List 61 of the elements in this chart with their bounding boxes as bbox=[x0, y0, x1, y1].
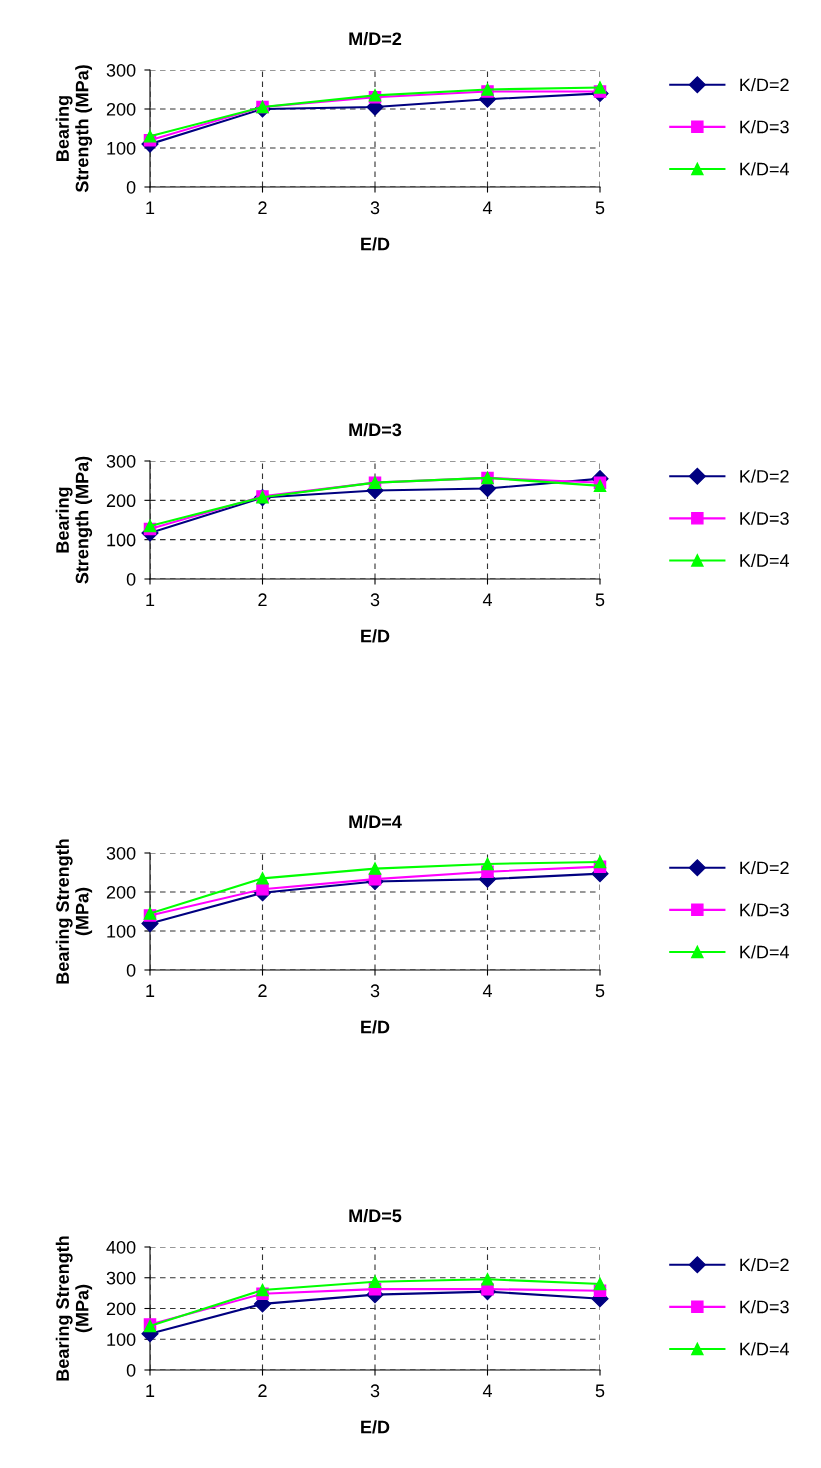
x-tick-label: 4 bbox=[482, 593, 492, 606]
x-axis-title: E/D bbox=[361, 1420, 390, 1434]
x-tick-label: 2 bbox=[258, 1384, 267, 1397]
x-tick-label: 3 bbox=[370, 984, 380, 998]
chart-title: M/D=3 bbox=[349, 422, 402, 437]
y-tick-label: 0 bbox=[126, 963, 136, 977]
legend-label: K/D=4 bbox=[740, 553, 790, 567]
y-tick-label: 200 bbox=[106, 885, 136, 899]
legend-label: K/D=4 bbox=[740, 1342, 790, 1356]
x-tick-label: 3 bbox=[370, 593, 380, 607]
x-axis-title: E/D bbox=[361, 237, 390, 251]
x-tick-label: 5 bbox=[595, 984, 605, 998]
x-tick-label: 2 bbox=[258, 201, 267, 214]
x-tick-label: 1 bbox=[146, 984, 155, 997]
x-tick-label: 4 bbox=[482, 1384, 492, 1397]
y-tick-label: 200 bbox=[106, 494, 136, 508]
x-axis-title: E/D bbox=[361, 629, 390, 643]
chart-title: M/D=5 bbox=[349, 1208, 402, 1223]
x-tick-label: 1 bbox=[146, 201, 155, 214]
x-tick-label: 5 bbox=[595, 593, 605, 607]
x-tick-label: 4 bbox=[482, 201, 492, 214]
x-tick-label: 3 bbox=[370, 1384, 380, 1398]
legend-label: K/D=2 bbox=[740, 1257, 789, 1272]
chart-title: M/D=4 bbox=[349, 814, 402, 829]
y-axis-title: Bearing Strength (MPa) bbox=[55, 1236, 93, 1381]
y-tick-label: 100 bbox=[107, 1333, 136, 1346]
legend-label: K/D=2 bbox=[740, 77, 789, 92]
y-tick-label: 400 bbox=[106, 1240, 136, 1254]
legend-label: K/D=4 bbox=[740, 162, 790, 176]
x-tick-label: 4 bbox=[482, 984, 492, 997]
y-tick-label: 0 bbox=[126, 572, 136, 586]
y-tick-label: 100 bbox=[107, 141, 136, 155]
legend-label: K/D=3 bbox=[740, 120, 789, 134]
y-tick-label: 300 bbox=[106, 63, 136, 77]
legend-label: K/D=2 bbox=[740, 469, 789, 483]
x-tick-label: 5 bbox=[595, 1384, 605, 1398]
legend-label: K/D=4 bbox=[740, 945, 790, 959]
x-tick-label: 1 bbox=[146, 1384, 155, 1397]
chart-title: M/D=2 bbox=[349, 31, 402, 46]
y-axis-title: Bearing Strength (MPa) bbox=[55, 65, 93, 193]
y-tick-label: 200 bbox=[106, 1302, 136, 1316]
y-tick-label: 300 bbox=[106, 454, 136, 468]
legend-label: K/D=3 bbox=[740, 903, 789, 917]
legend-label: K/D=3 bbox=[740, 511, 789, 525]
y-tick-label: 0 bbox=[126, 180, 136, 194]
x-axis-title: E/D bbox=[361, 1020, 390, 1034]
x-tick-label: 1 bbox=[146, 593, 155, 606]
y-tick-label: 0 bbox=[126, 1363, 136, 1377]
y-axis-title: Bearing Strength (MPa) bbox=[55, 839, 93, 984]
x-tick-label: 3 bbox=[370, 201, 380, 215]
y-tick-label: 200 bbox=[106, 102, 136, 116]
y-tick-label: 300 bbox=[106, 1271, 136, 1285]
y-tick-label: 300 bbox=[106, 846, 136, 860]
x-tick-label: 5 bbox=[595, 201, 605, 215]
legend-label: K/D=2 bbox=[740, 860, 789, 875]
legend-label: K/D=3 bbox=[740, 1300, 789, 1314]
y-axis-title: Bearing Strength (MPa) bbox=[55, 456, 93, 584]
x-tick-label: 2 bbox=[258, 984, 267, 997]
y-tick-label: 100 bbox=[107, 924, 136, 938]
x-tick-label: 2 bbox=[258, 593, 267, 606]
y-tick-label: 100 bbox=[107, 533, 136, 547]
